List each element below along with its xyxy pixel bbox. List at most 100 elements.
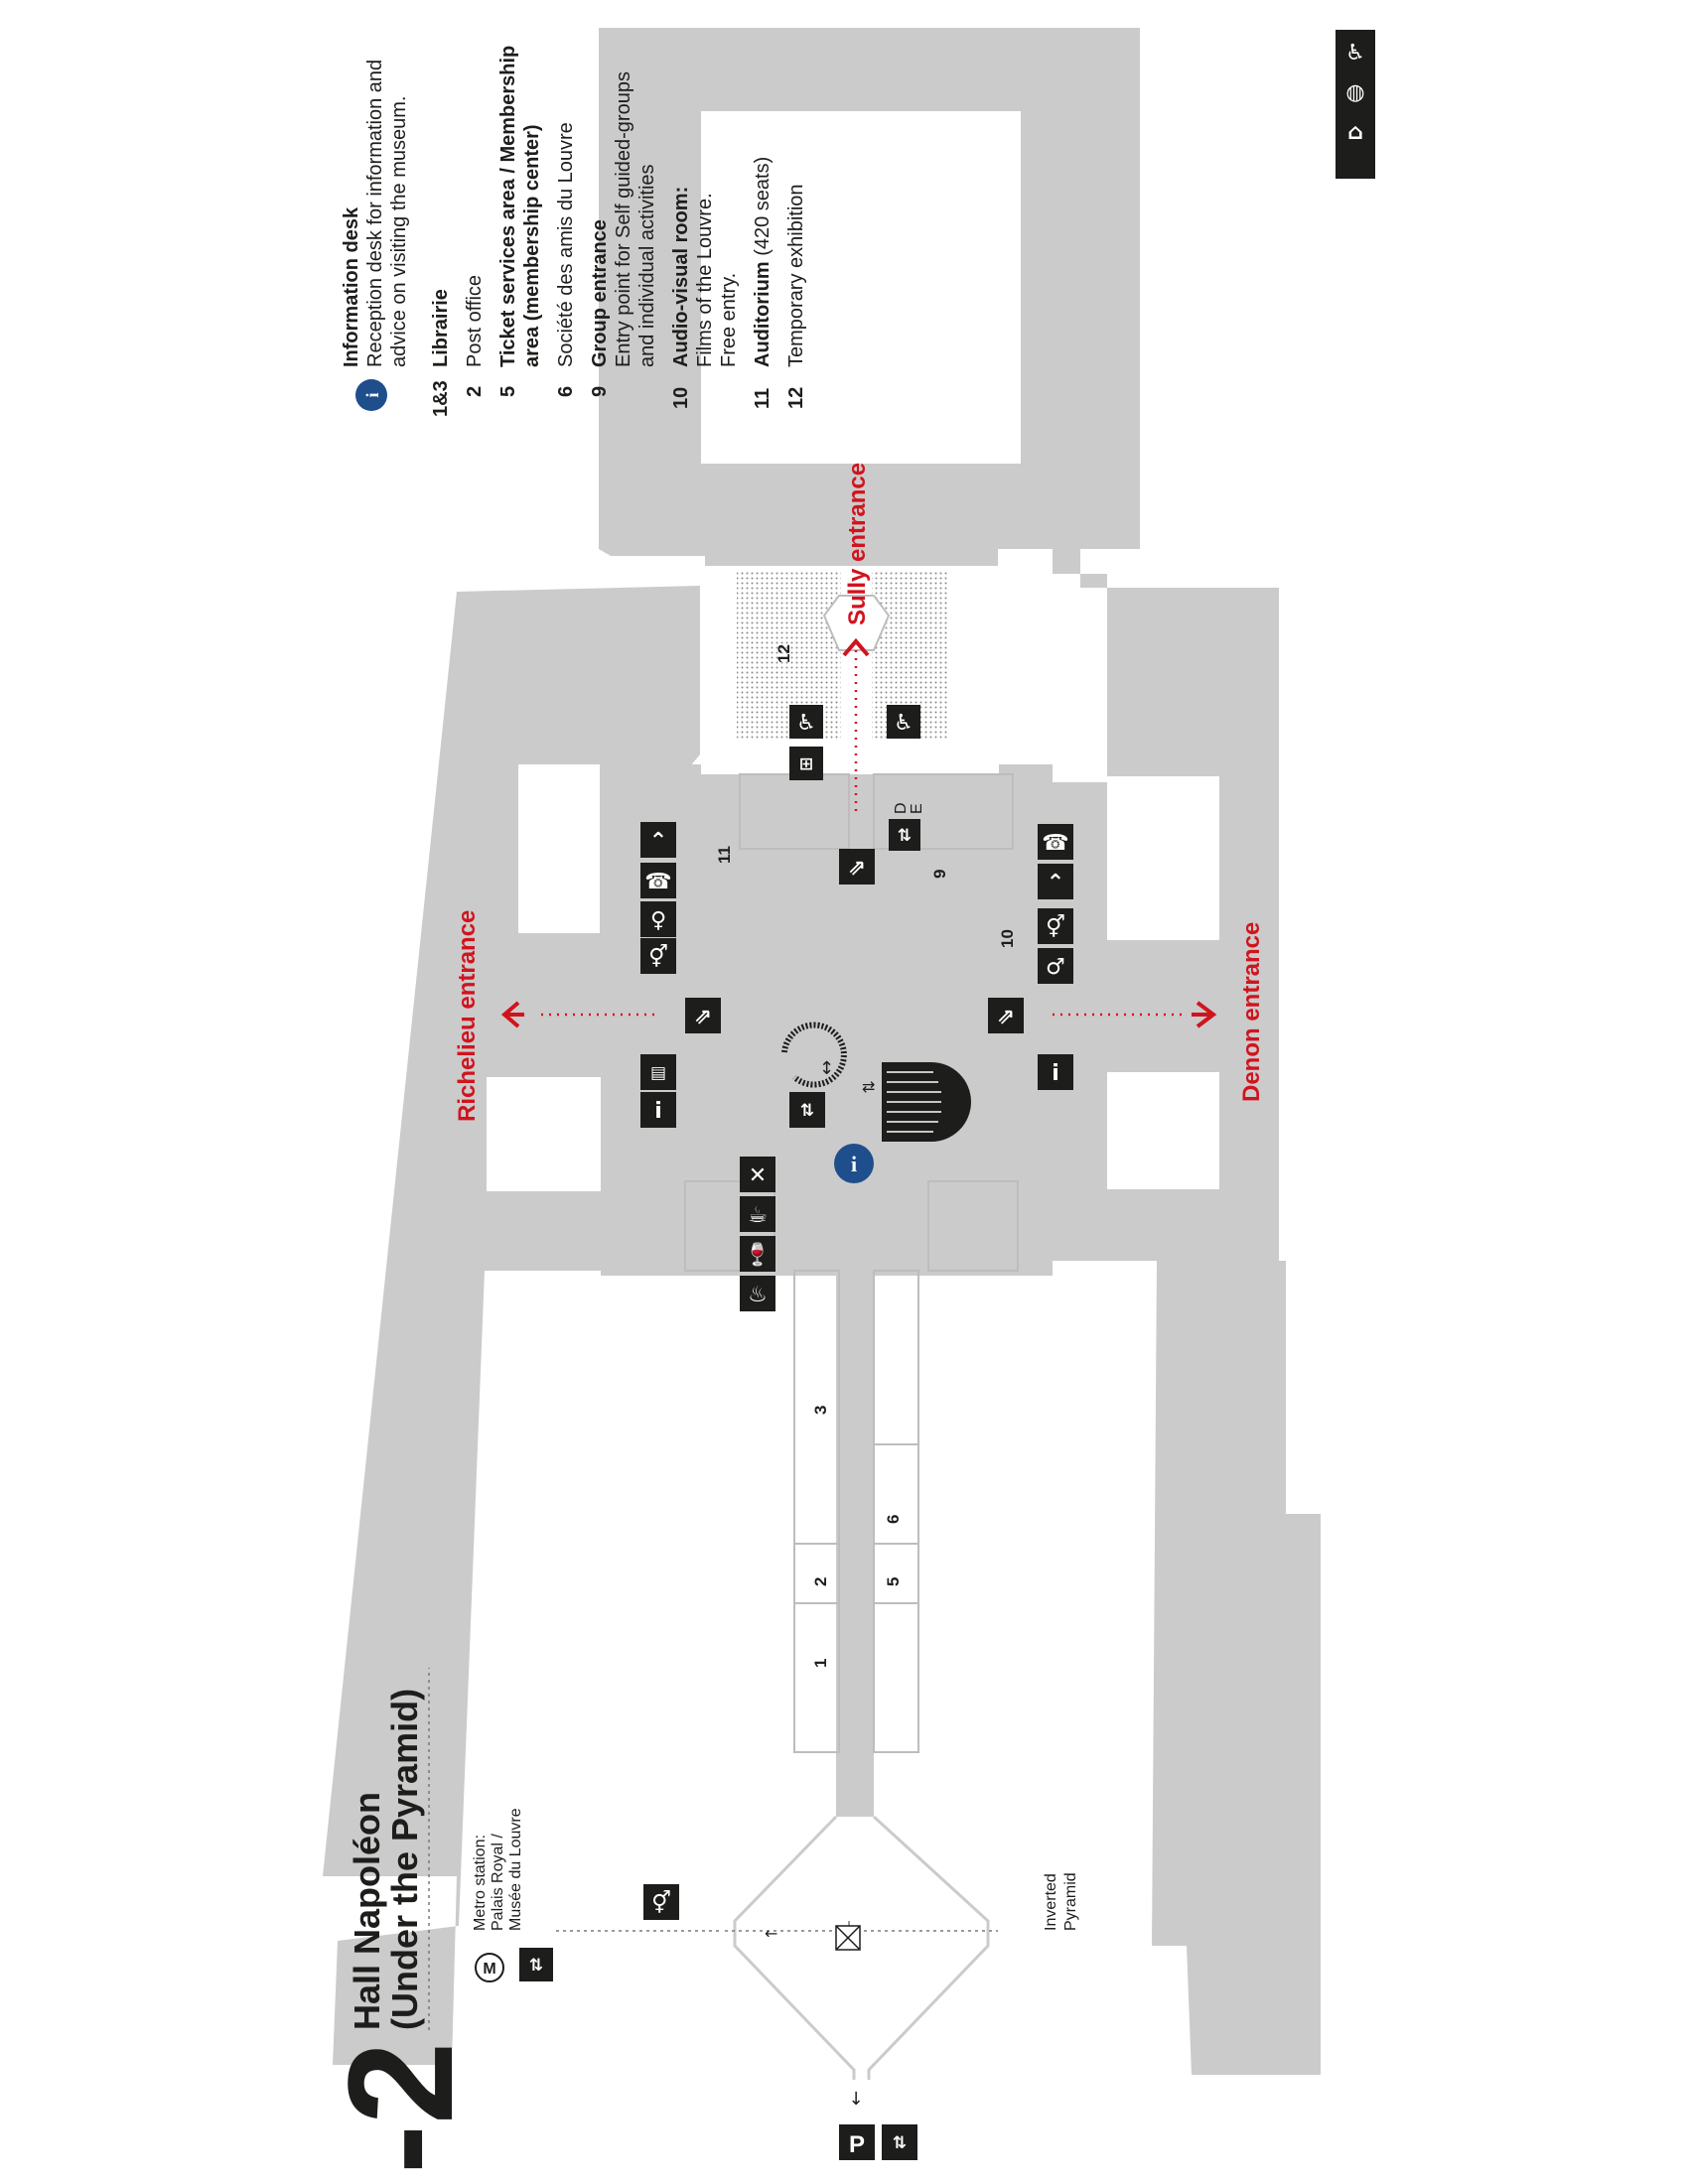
escalator-icon[interactable]: ⇗	[839, 849, 875, 885]
cafe-icon[interactable]: ☕	[740, 1196, 775, 1232]
svg-text:⌃: ⌃	[649, 829, 667, 854]
legend-title-ticket: Ticket services area / Membership	[497, 46, 519, 367]
svg-text:🍷: 🍷	[744, 1242, 771, 1268]
legend-num-1-3: 1&3	[430, 380, 452, 417]
legend-desc-info-1: Reception desk for information and	[364, 60, 386, 367]
room-number-12: 12	[774, 644, 793, 663]
gift-icon[interactable]: ⊞	[789, 747, 823, 780]
svg-text:M: M	[483, 1961, 495, 1978]
elevator-shaft-icon: ⇄	[862, 1062, 971, 1142]
svg-text:↓: ↓	[848, 2089, 863, 2110]
phone-icon[interactable]: ☎	[1038, 824, 1073, 860]
parking-icon[interactable]: P	[839, 2124, 875, 2160]
richelieu-entrance-label[interactable]: Richelieu entrance	[454, 910, 481, 1122]
svg-text:♨: ♨	[748, 1283, 768, 1307]
legend-desc-av-1: Films of the Louvre.	[694, 193, 716, 367]
restroom-icon[interactable]: ⚥	[643, 1884, 679, 1920]
restroom-icon[interactable]: ⚥	[640, 938, 676, 974]
metro-label-3: Musée du Louvre	[507, 1808, 524, 1931]
svg-text:⚥: ⚥	[648, 943, 668, 970]
phone-icon[interactable]: ☎	[640, 863, 676, 898]
escalator-icon[interactable]: ⇗	[988, 998, 1024, 1033]
legend: i Information desk Reception desk for in…	[341, 46, 807, 417]
svg-text:⇗: ⇗	[694, 1005, 712, 1029]
metro-label-2: Palais Royal /	[490, 1834, 506, 1931]
svg-text:♿: ♿	[796, 711, 816, 736]
cloakroom-icon[interactable]: ⌃	[640, 822, 676, 858]
svg-text:✕: ✕	[749, 1163, 767, 1188]
svg-text:i: i	[654, 1099, 662, 1124]
escalator-icon[interactable]: ⇗	[685, 998, 721, 1033]
legend-title-group: Group entrance	[589, 219, 611, 367]
legend-desc-societe: Société des amis du Louvre	[555, 122, 577, 367]
metro-icon[interactable]: M	[475, 1953, 504, 1982]
legend-num-5: 5	[497, 386, 519, 397]
legend-num-12: 12	[785, 387, 807, 409]
svg-text:▤: ▤	[650, 1063, 666, 1083]
denon-entrance-label[interactable]: Denon entrance	[1238, 922, 1265, 1102]
room-number-6: 6	[884, 1515, 903, 1524]
legend-num-11: 11	[752, 388, 774, 409]
svg-text:♀: ♀	[650, 908, 666, 933]
legend-title-info: Information desk	[341, 206, 362, 367]
restroom-icon[interactable]: ♀	[640, 901, 676, 937]
cafe-icon[interactable]: ♨	[740, 1276, 775, 1311]
svg-text:⌃: ⌃	[1047, 871, 1064, 895]
legend-num-6: 6	[555, 386, 577, 397]
level-title: Hall Napoléon	[347, 1792, 387, 2030]
svg-text:☕: ☕	[748, 1203, 768, 1228]
elevator-icon[interactable]: ⇅	[882, 2124, 917, 2160]
room-number-5: 5	[884, 1577, 903, 1586]
room-number-11: 11	[715, 846, 734, 864]
legend-desc-group-1: Entry point for Self guided-groups	[613, 71, 634, 367]
sully-path	[842, 637, 870, 814]
svg-text:☎: ☎	[644, 870, 671, 894]
information-desk-marker[interactable]: i	[834, 1144, 874, 1183]
svg-text:⌂: ⌂	[1347, 120, 1363, 145]
info-point-icon[interactable]: i	[640, 1092, 676, 1128]
svg-text:i: i	[851, 1152, 857, 1176]
svg-text:⇗: ⇗	[848, 856, 866, 881]
inverted-pyramid-icon	[835, 1925, 861, 1951]
svg-text:P: P	[849, 2131, 865, 2158]
svg-text:i: i	[362, 392, 382, 397]
legend-title-ticket-2: area (membership center)	[521, 124, 543, 367]
legend-num-2: 2	[464, 386, 486, 397]
svg-text:⇅: ⇅	[529, 1956, 543, 1976]
elevator-icon[interactable]: ⇅	[789, 1092, 825, 1128]
legend-desc-info-2: advice on visiting the museum.	[388, 96, 410, 367]
legend-num-10: 10	[670, 387, 692, 409]
inverted-pyramid-label-1: Inverted	[1043, 1873, 1059, 1931]
room-number-9: 9	[930, 870, 949, 879]
building-footprint	[323, 28, 1321, 2075]
wine-icon[interactable]: 🍷	[740, 1236, 775, 1272]
info-point-icon[interactable]: i	[1038, 1054, 1073, 1090]
svg-text:←: ←	[765, 1924, 777, 1943]
accessibility-icon[interactable]: ♿	[887, 705, 920, 739]
legend-desc-av-2: Free entry.	[718, 273, 740, 367]
elevator-icon[interactable]: ⇅	[519, 1948, 553, 1981]
metro-label-1: Metro station:	[472, 1835, 489, 1931]
svg-text:↕: ↕	[819, 1058, 834, 1079]
svg-text:i: i	[1052, 1061, 1059, 1086]
accessibility-badges: ♿ ◍ ⌂	[1336, 30, 1375, 179]
svg-text:♂: ♂	[1046, 955, 1065, 980]
svg-text:⇅: ⇅	[898, 826, 912, 846]
cloakroom-icon[interactable]: ⌃	[1038, 864, 1073, 899]
sully-entrance-label[interactable]: Sully entrance	[844, 463, 871, 625]
svg-text:☎: ☎	[1042, 831, 1068, 856]
restroom-icon[interactable]: ⚥	[1038, 908, 1073, 944]
accessibility-icon[interactable]: ▤	[640, 1054, 676, 1090]
room-number-2: 2	[811, 1577, 830, 1586]
restroom-icon[interactable]: ♂	[1038, 948, 1073, 984]
room-number-3: 3	[811, 1406, 830, 1415]
restaurant-icon[interactable]: ✕	[740, 1157, 775, 1192]
room-number-10: 10	[998, 929, 1017, 948]
legend-desc-post-office: Post office	[464, 275, 486, 367]
elevator-icon[interactable]: ⇅	[889, 819, 920, 851]
legend-info-marker: i	[355, 379, 387, 411]
level-number: -2	[317, 2042, 484, 2174]
accessibility-icon[interactable]: ♿	[789, 705, 823, 739]
legend-title-audiovisual: Audio-visual room:	[670, 187, 692, 367]
